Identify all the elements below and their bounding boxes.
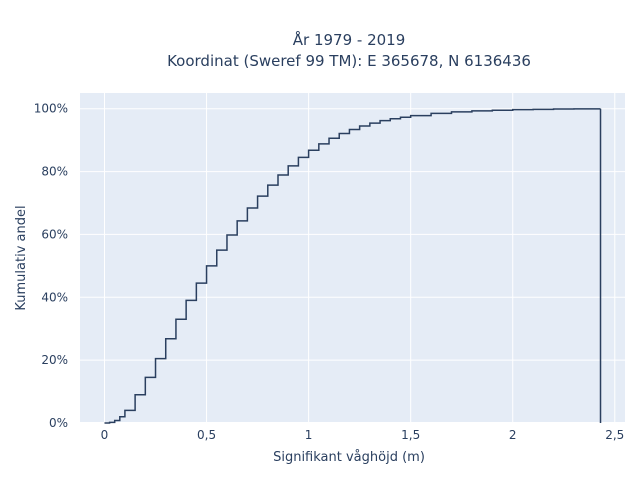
y-tick-label: 20% xyxy=(41,353,68,367)
chart-title: År 1979 - 2019 xyxy=(293,30,406,49)
series-layer xyxy=(104,108,602,424)
x-axis-title: Signifikant våghöjd (m) xyxy=(273,450,425,465)
series-line-0 xyxy=(104,108,602,424)
y-tick-label: 0% xyxy=(49,416,68,430)
x-tick-label: 0,5 xyxy=(197,428,216,442)
y-tick-label: 40% xyxy=(41,290,68,304)
grid xyxy=(80,93,625,424)
y-tick-label: 60% xyxy=(41,227,68,241)
x-tick-label: 0 xyxy=(101,428,109,442)
x-tick-label: 2,5 xyxy=(605,428,624,442)
tick-labels: 0 0,5 1 1,5 2 2,5 0% 20% 40% 60% 80% 100% xyxy=(34,102,625,442)
x-tick-label: 2 xyxy=(509,428,517,442)
x-tick-label: 1 xyxy=(305,428,313,442)
y-tick-label: 100% xyxy=(34,102,68,116)
y-axis-title: Kumulativ andel xyxy=(14,205,29,310)
chart-subtitle: Koordinat (Sweref 99 TM): E 365678, N 61… xyxy=(167,52,531,70)
x-tick-label: 1,5 xyxy=(401,428,420,442)
plot-area xyxy=(80,93,625,423)
y-tick-label: 80% xyxy=(41,165,68,179)
